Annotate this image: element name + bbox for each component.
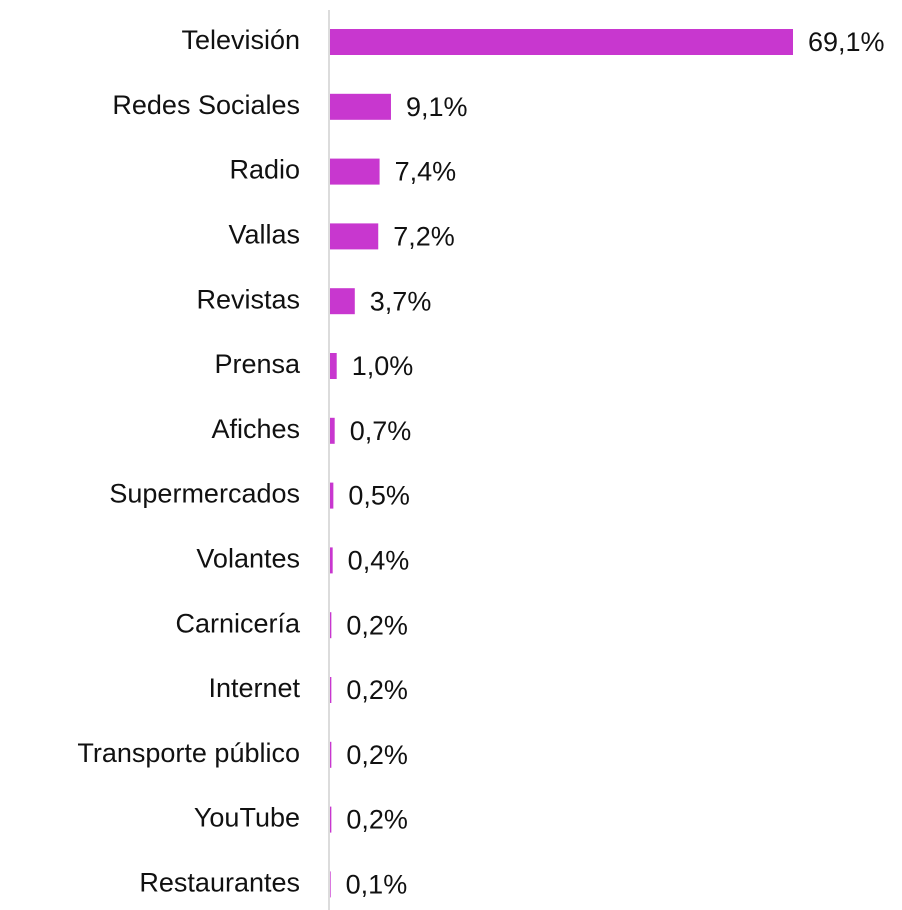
value-label: 0,2% — [346, 675, 408, 705]
value-label: 7,2% — [393, 222, 455, 252]
value-label: 0,2% — [346, 740, 408, 770]
value-label: 7,4% — [395, 157, 457, 187]
value-label: 69,1% — [808, 27, 885, 57]
value-label: 9,1% — [406, 92, 468, 122]
category-label: Supermercados — [109, 479, 300, 509]
category-label: Radio — [229, 155, 300, 185]
category-label: Redes Sociales — [112, 90, 300, 120]
category-label: Afiches — [211, 414, 300, 444]
bar — [330, 353, 337, 379]
bar — [330, 223, 379, 250]
category-label: Internet — [208, 673, 300, 703]
category-label: Carnicería — [175, 608, 301, 638]
value-label: 3,7% — [370, 286, 432, 316]
category-label: Volantes — [196, 544, 300, 574]
value-label: 0,2% — [346, 610, 408, 640]
value-label: 0,1% — [346, 870, 408, 900]
value-label: 0,4% — [348, 546, 410, 576]
category-label: Restaurantes — [139, 868, 300, 898]
bar — [330, 677, 332, 703]
bar — [330, 482, 334, 509]
value-label: 0,2% — [346, 805, 408, 835]
category-label: YouTube — [194, 803, 300, 833]
bar — [330, 288, 355, 315]
value-label: 1,0% — [352, 351, 414, 381]
bar — [330, 417, 335, 444]
bar — [330, 93, 391, 120]
category-label: Vallas — [228, 220, 300, 250]
bar — [330, 741, 332, 768]
bar — [330, 29, 793, 55]
bar — [330, 871, 331, 898]
category-label: Prensa — [214, 349, 301, 379]
bar — [330, 612, 332, 639]
category-label: Transporte público — [77, 738, 300, 768]
value-label: 0,5% — [348, 481, 410, 511]
category-label: Televisión — [181, 25, 300, 55]
value-label: 0,7% — [350, 416, 412, 446]
category-label: Revistas — [196, 284, 300, 314]
bar — [330, 806, 332, 833]
bar — [330, 158, 380, 185]
bar — [330, 547, 333, 574]
